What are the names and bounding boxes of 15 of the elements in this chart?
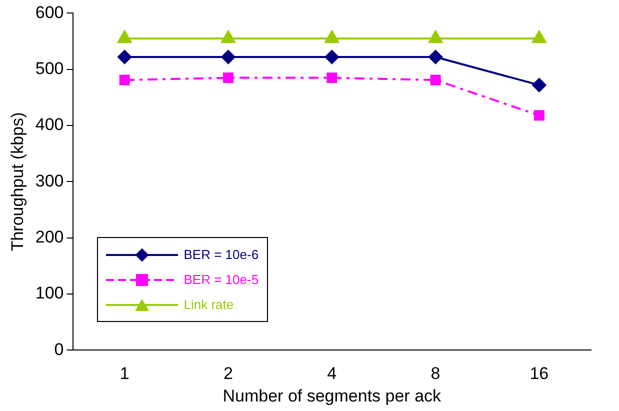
y-tick-label: 500 — [35, 59, 64, 78]
y-tick-label: 300 — [35, 171, 64, 190]
x-tick-label: 4 — [327, 364, 337, 384]
y-tick-label: 400 — [35, 115, 64, 134]
x-axis-title: Number of segments per ack — [222, 386, 442, 406]
x-tick-label: 1 — [120, 364, 130, 384]
x-tick-label: 2 — [224, 364, 233, 384]
x-tick-label: 8 — [430, 364, 440, 384]
y-tick-label: 600 — [35, 2, 64, 22]
y-tick-label: 0 — [54, 340, 64, 359]
legend: BER = 10e-6 BER = 10e-5 Link rate — [96, 237, 268, 322]
x-tick-label: 16 — [530, 364, 549, 384]
y-axis-title: Throughput (kbps) — [8, 112, 27, 252]
y-tick-label: 100 — [35, 284, 64, 303]
y-tick-label: 200 — [35, 228, 64, 247]
